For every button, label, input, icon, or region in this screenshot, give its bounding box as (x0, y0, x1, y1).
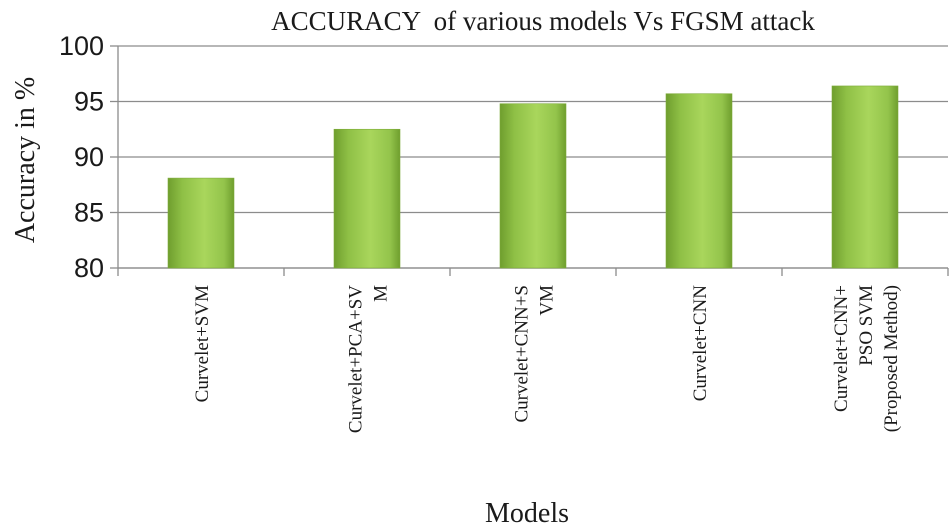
x-tick-labels: Curvelet+SVM Curvelet+PCA+SV M Curvelet+CNN… (192, 285, 902, 433)
bar-3 (499, 103, 567, 269)
x-tick-label: PSO SVM (856, 285, 877, 366)
bar-5 (831, 85, 899, 269)
y-tick-label: 80 (74, 253, 104, 283)
x-tick-label: Curvelet+CNN+S (512, 285, 533, 423)
chart-title: ACCURACY of various models Vs FGSM attac… (271, 6, 815, 36)
bar-1 (167, 177, 235, 269)
bar-4 (665, 93, 733, 269)
y-axis-title: Accuracy in % (10, 77, 41, 243)
y-tick-label: 100 (59, 31, 104, 61)
x-tick-label: VM (537, 285, 558, 316)
x-tick-label: (Proposed Method) (881, 285, 902, 432)
y-tick-labels: 80 85 90 95 100 (59, 31, 104, 283)
x-tick-label: M (371, 285, 392, 302)
x-tick-label: Curvelet+SVM (192, 285, 213, 402)
x-tick-label: Curvelet+CNN (690, 285, 711, 402)
x-axis-title: Models (485, 498, 569, 529)
x-tick-label: Curvelet+CNN+ (831, 285, 852, 412)
bars (167, 85, 899, 269)
x-tick-label: Curvelet+PCA+SV (346, 285, 367, 433)
bar-2 (333, 128, 401, 269)
y-tick-label: 85 (74, 198, 104, 228)
y-tick-label: 95 (74, 87, 104, 117)
y-tick-label: 90 (74, 142, 104, 172)
